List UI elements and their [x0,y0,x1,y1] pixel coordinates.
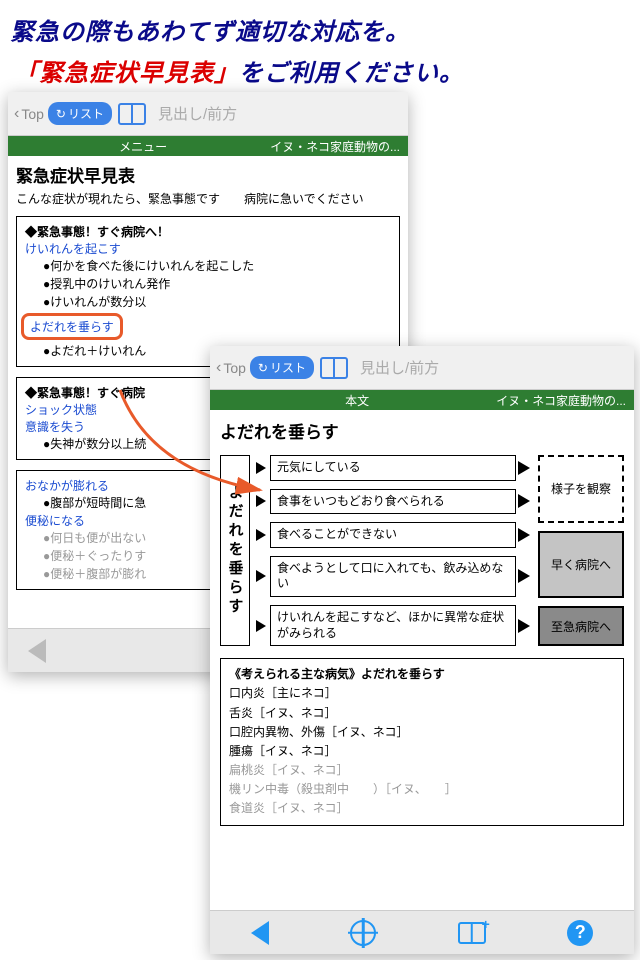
page-title: 緊急症状早見表 [16,162,400,187]
search-input[interactable]: 見出し/前方 [352,357,628,378]
result-hospital-urgent: 至急病院へ [538,606,624,646]
emergency-box-1: ◆緊急事態！すぐ病院へ！ けいれんを起こす ●何かを食べた後にけいれんを起こした… [16,216,400,367]
flow-row: けいれんを起こすなど、ほかに異常な症状がみられる [256,605,532,646]
flow-text: けいれんを起こすなど、ほかに異常な症状がみられる [270,605,516,646]
wheel-icon[interactable] [350,920,376,946]
result-hospital-soon: 早く病院へ [538,531,624,599]
menu-label: メニュー [119,138,167,155]
help-icon[interactable]: ? [567,920,593,946]
chevron-left-icon: ‹ [14,105,19,123]
headline-1: 緊急の際もあわてず適切な対応を。 [0,0,640,51]
diseases-header: 《考えられる主な病気》よだれを垂らす [229,665,615,684]
headline-2-blue: をご利用ください。 [239,60,464,87]
toolbar: ‹Top ↻リスト 見出し/前方 [8,92,408,136]
flow-row: 元気にしている [256,455,532,481]
bullet-item: ●授乳中のけいれん発作 [25,275,391,293]
list-button[interactable]: ↻リスト [48,102,112,125]
disease-item: 腫瘍［イヌ、ネコ］ [229,742,615,761]
disease-item: 食道炎［イヌ、ネコ］ [229,799,615,818]
flow-row: 食事をいつもどおり食べられる [256,489,532,515]
back-label: Top [223,360,246,376]
headline-2-red: 「緊急症状早見表」 [14,60,239,87]
disease-item: 扁桃炎［イヌ、ネコ］ [229,761,615,780]
green-bar: メニュー イヌ・ネコ家庭動物の... [8,136,408,156]
arrow-icon [256,522,270,548]
flow-text: 食事をいつもどおり食べられる [270,489,516,515]
disease-item: 機リン中毒（殺虫剤中 ）［イヌ、 ］ [229,780,615,799]
back-label: Top [21,106,44,122]
flow-text: 食べようとして口に入れても、飲み込めない [270,556,516,597]
refresh-icon: ↻ [56,107,66,121]
menu-label: 本文 [345,392,369,409]
refresh-icon: ↻ [258,361,268,375]
arrow-icon [516,455,532,481]
source-label: イヌ・ネコ家庭動物の... [496,392,626,409]
diseases-box: 《考えられる主な病気》よだれを垂らす 口内炎［主にネコ］ 舌炎［イヌ、ネコ］ 口… [220,658,624,826]
arrow-icon [516,489,532,515]
back-button[interactable]: ‹Top [216,359,246,377]
source-label: イヌ・ネコ家庭動物の... [270,138,400,155]
arrow-icon [256,556,270,597]
list-label: リスト [270,359,306,376]
flow-text: 元気にしている [270,455,516,481]
flow-row: 食べようとして口に入れても、飲み込めない [256,556,532,597]
arrow-icon [516,605,532,646]
flow-column: 元気にしている 食事をいつもどおり食べられる 食べることができない 食べようとし… [256,455,532,646]
arrow-icon [256,605,270,646]
disease-item: 口腔内異物、外傷［イヌ、ネコ］ [229,723,615,742]
result-column: 様子を観察 早く病院へ 至急病院へ [538,455,624,646]
chevron-left-icon: ‹ [216,359,221,377]
annotation-arrow [110,380,280,515]
arrow-icon [516,522,532,548]
disease-item: 口内炎［主にネコ］ [229,684,615,703]
highlighted-link[interactable]: よだれを垂らす [21,313,123,340]
book-icon[interactable] [320,357,348,379]
book-icon[interactable] [118,103,146,125]
bookmark-add-icon[interactable] [458,922,486,944]
bullet-item: ●何かを食べた後にけいれんを起こした [25,257,391,275]
search-input[interactable]: 見出し/前方 [150,103,402,124]
flow-text: 食べることができない [270,522,516,548]
list-label: リスト [68,105,104,122]
box-header: ◆緊急事態！すぐ病院へ！ [25,223,391,240]
bottom-bar-2: ? [210,910,634,954]
flowchart: よだれを垂らす 元気にしている 食事をいつもどおり食べられる 食べることができな… [220,455,624,646]
result-observe: 様子を観察 [538,455,624,523]
page-subtitle: こんな症状が現れたら、緊急事態です 病院に急いでください [16,191,400,208]
list-button[interactable]: ↻リスト [250,356,314,379]
back-button[interactable]: ‹Top [14,105,44,123]
symptom-link[interactable]: けいれんを起こす [25,240,391,257]
bullet-item: ●けいれんが数分以 [25,293,391,311]
back-triangle-icon[interactable] [28,639,46,663]
flow-row: 食べることができない [256,522,532,548]
disease-item: 舌炎［イヌ、ネコ］ [229,704,615,723]
back-triangle-icon[interactable] [251,921,269,945]
arrow-icon [516,556,532,597]
headline-2: 「緊急症状早見表」をご利用ください。 [0,51,640,94]
